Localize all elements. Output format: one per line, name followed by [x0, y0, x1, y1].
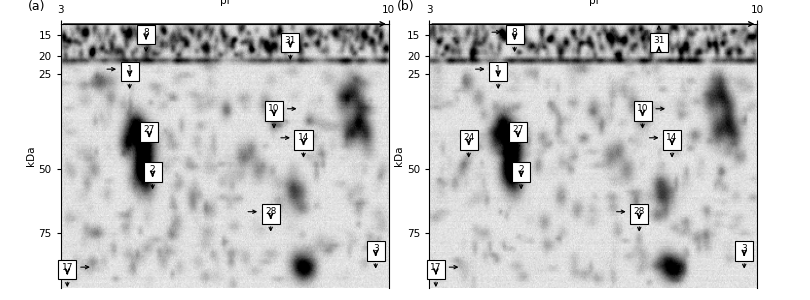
Text: 28: 28: [633, 207, 645, 216]
FancyBboxPatch shape: [281, 33, 300, 52]
FancyBboxPatch shape: [505, 25, 523, 44]
Text: 1: 1: [496, 64, 501, 74]
Text: 14: 14: [298, 133, 309, 142]
X-axis label: pI: pI: [589, 0, 598, 6]
FancyBboxPatch shape: [509, 122, 526, 142]
Y-axis label: kDa: kDa: [26, 146, 36, 166]
FancyBboxPatch shape: [137, 25, 155, 44]
Text: 31: 31: [653, 36, 665, 45]
FancyBboxPatch shape: [295, 130, 313, 150]
Text: (b): (b): [397, 0, 414, 14]
Text: 2: 2: [518, 165, 524, 174]
Text: 10: 10: [637, 104, 648, 113]
Text: 17: 17: [62, 262, 73, 272]
X-axis label: pI: pI: [220, 0, 229, 6]
Text: 3: 3: [741, 244, 747, 253]
FancyBboxPatch shape: [265, 101, 283, 121]
FancyBboxPatch shape: [140, 122, 158, 142]
FancyBboxPatch shape: [143, 162, 162, 182]
FancyBboxPatch shape: [58, 260, 76, 279]
Text: 27: 27: [512, 125, 523, 134]
FancyBboxPatch shape: [633, 101, 651, 121]
FancyBboxPatch shape: [121, 61, 139, 81]
FancyBboxPatch shape: [663, 130, 681, 150]
Text: 8: 8: [143, 28, 149, 37]
Text: 31: 31: [284, 36, 296, 45]
FancyBboxPatch shape: [367, 241, 385, 261]
FancyBboxPatch shape: [735, 241, 753, 261]
FancyBboxPatch shape: [630, 204, 648, 224]
Text: 10: 10: [268, 104, 279, 113]
FancyBboxPatch shape: [459, 130, 478, 150]
FancyBboxPatch shape: [489, 61, 507, 81]
FancyBboxPatch shape: [512, 162, 531, 182]
Text: 28: 28: [265, 207, 276, 216]
Text: 8: 8: [512, 28, 518, 37]
Text: 3: 3: [373, 244, 378, 253]
Y-axis label: kDa: kDa: [394, 146, 404, 166]
Text: 14: 14: [667, 133, 678, 142]
FancyBboxPatch shape: [650, 33, 668, 52]
Text: 24: 24: [463, 133, 475, 142]
FancyBboxPatch shape: [262, 204, 279, 224]
Text: (a): (a): [28, 0, 45, 14]
Text: 1: 1: [127, 64, 133, 74]
Text: 17: 17: [430, 262, 441, 272]
FancyBboxPatch shape: [427, 260, 445, 279]
Text: 27: 27: [143, 125, 155, 134]
Text: 2: 2: [150, 165, 156, 174]
